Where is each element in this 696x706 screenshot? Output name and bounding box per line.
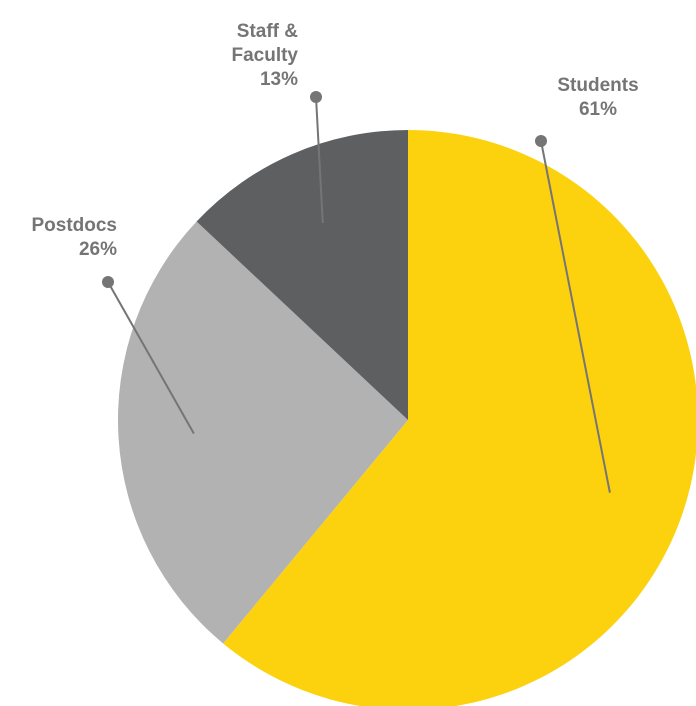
slice-label-line: Staff & (237, 21, 299, 42)
slice-label-line: Postdocs (31, 215, 117, 236)
slice-label-line: 61% (579, 99, 617, 120)
leader-line (540, 140, 611, 493)
slice-label-line: Students (557, 75, 638, 96)
leader-line (315, 96, 324, 224)
pie-slice-staff-faculty (196, 130, 408, 420)
slice-label-line: 13% (260, 69, 298, 90)
pie-slices (117, 130, 696, 706)
slice-labels: Students 61% Postdocs 26% Staff & Faculty 13% (31, 21, 638, 260)
slice-label-line: Faculty (231, 45, 298, 66)
slice-label: Students 61% (557, 75, 638, 120)
slice-label: Staff & Faculty 13% (231, 21, 298, 90)
leader-line (107, 281, 195, 434)
pie-slice-postdocs (117, 221, 408, 644)
slice-label: Postdocs 26% (31, 215, 117, 260)
pie-slice-students (223, 130, 696, 706)
leader-dot (310, 91, 322, 103)
leader-dot (102, 276, 114, 288)
leader-dot (535, 135, 547, 147)
slice-label-line: 26% (79, 239, 117, 260)
leader-lines (102, 91, 611, 493)
